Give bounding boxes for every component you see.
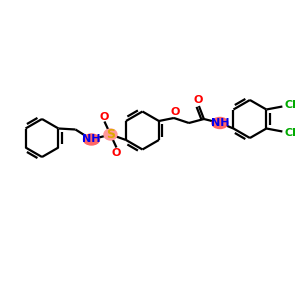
Text: O: O (170, 107, 180, 117)
Text: Cl: Cl (284, 128, 296, 137)
Text: NH: NH (211, 118, 229, 128)
Ellipse shape (83, 134, 100, 145)
Text: NH: NH (82, 134, 101, 145)
Ellipse shape (212, 118, 228, 128)
Text: S: S (106, 128, 115, 141)
Text: O: O (112, 148, 121, 158)
Ellipse shape (104, 129, 117, 140)
Text: O: O (100, 112, 109, 122)
Text: Cl: Cl (284, 100, 296, 110)
Text: O: O (193, 95, 203, 105)
